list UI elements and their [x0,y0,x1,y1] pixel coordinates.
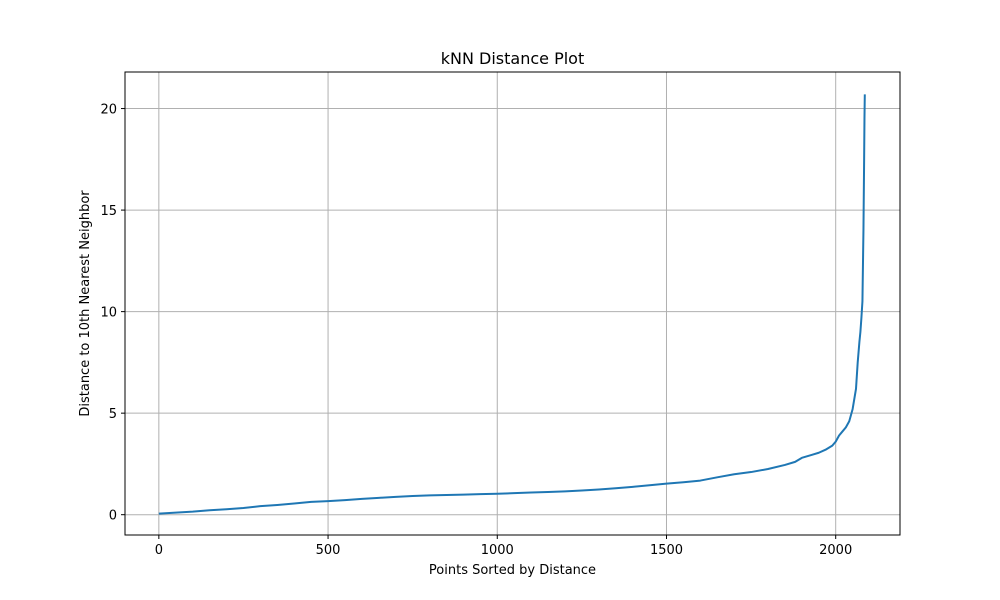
x-tick-label: 500 [316,543,341,558]
plot-area-frame [124,71,901,536]
grid-lines [125,72,900,535]
y-tick-label: 20 [100,103,117,118]
x-tick-label: 1500 [650,543,683,558]
x-tick-label: 1000 [481,543,514,558]
y-tick-label: 15 [100,204,117,219]
x-tick-label: 0 [155,543,163,558]
y-tick-label: 0 [109,509,117,524]
y-axis-label: Distance to 10th Nearest Neighbor [78,190,93,417]
series-line-k-distance [158,94,866,515]
x-tick-label: 2000 [819,543,852,558]
x-axis-label: Points Sorted by Distance [429,563,596,578]
y-tick-label: 10 [100,306,117,321]
chart-title: kNN Distance Plot [441,49,585,68]
axis-ticks: 0 500 1000 1500 2000 0 5 10 15 20 [100,103,852,558]
data-series [158,94,866,515]
y-tick-label: 5 [109,407,117,422]
